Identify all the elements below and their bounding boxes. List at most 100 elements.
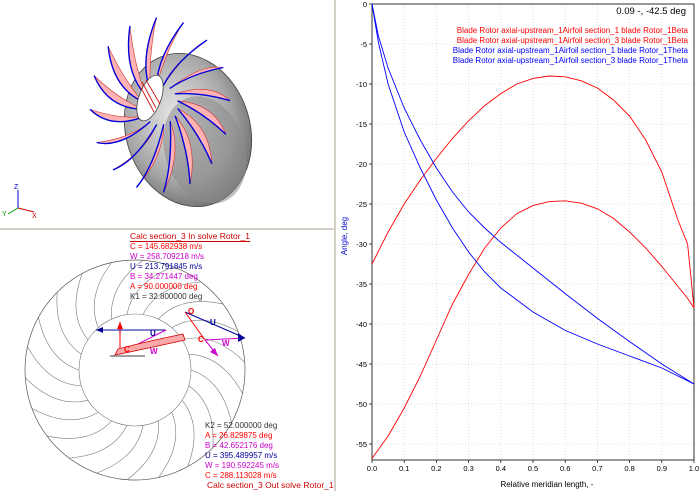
cascade-blade	[69, 425, 128, 459]
x-tick-label: 0.6	[560, 464, 570, 473]
x-tick-label: 0.4	[496, 464, 506, 473]
cascade-blade	[158, 412, 177, 478]
outlet-value-row: K2 = 52.000000 deg	[205, 421, 278, 430]
inlet-section-title: Calc section_3 In solve Rotor_1	[130, 231, 251, 242]
series-line-2	[371, 200, 695, 459]
x-tick-label: 0.1	[399, 464, 409, 473]
y-tick-label: -55	[356, 440, 367, 449]
cascade-blade	[190, 369, 232, 423]
cascade-blade	[38, 317, 80, 371]
cascade-blade	[46, 420, 112, 439]
y-tick-label: -10	[356, 80, 367, 89]
cascade-blade	[31, 408, 99, 421]
y-tick-label: 0	[363, 0, 367, 9]
blade-edge	[174, 115, 191, 185]
blade-cascade	[24, 259, 246, 481]
u2-label: U	[210, 318, 216, 327]
cascade-blade	[111, 260, 144, 320]
u1-label: U	[150, 329, 156, 338]
cascade-blade	[171, 319, 239, 332]
outlet-value-row: W = 190.592245 m/s	[205, 461, 280, 470]
x-tick-label: 0.8	[624, 464, 634, 473]
chart-axes	[369, 3, 695, 463]
blade-edge	[112, 124, 158, 171]
y-tick-label: -35	[356, 280, 367, 289]
y-tick-label: -30	[356, 240, 367, 249]
inlet-value-row: B = 34.271447 deg	[130, 272, 198, 281]
axis-x-label: X	[32, 213, 37, 220]
o-label: O	[188, 307, 194, 316]
cascade-blade	[181, 400, 195, 467]
axis-z-label: Z	[14, 184, 19, 191]
w1-label: W	[150, 347, 158, 356]
y-tick-label: -50	[356, 400, 367, 409]
velocity-triangle-view[interactable]: U W C U W C O Calc section_3 In solve Ro…	[0, 230, 334, 491]
blade-edge	[107, 46, 143, 103]
rotor-inlet-eye	[136, 74, 164, 122]
y-tick-label: -20	[356, 160, 367, 169]
inlet-value-row: C = 145.682938 m/s	[130, 242, 203, 251]
y-tick-label: -45	[356, 360, 367, 369]
x-tick-label: 1.0	[689, 464, 699, 473]
series-line-1	[371, 75, 695, 309]
chart-tick-labels: 0.0 0.1 0.2 0.3 0.4 0.5 0.6 0.7 0.8 0.9 1.0 0 -5 -10 -…	[356, 0, 699, 473]
c1-label: C	[124, 345, 130, 354]
cascade-blade	[25, 377, 88, 403]
legend-entry-4: Blade Rotor axial-upstream_1Airfoil sect…	[453, 56, 689, 65]
blade-edge	[177, 108, 213, 164]
x-tick-label: 0.2	[431, 464, 441, 473]
legend-entry-1: Blade Rotor axial-upstream_1Airfoil sect…	[457, 26, 689, 35]
cascade-blade	[142, 281, 201, 315]
cascade-blade	[56, 292, 82, 355]
cascade-blade	[188, 385, 214, 448]
blade-edge	[174, 92, 231, 102]
blade-edge	[93, 75, 143, 110]
legend-entry-3: Blade Rotor axial-upstream_1Airfoil sect…	[453, 46, 689, 55]
outlet-section-title: Calc section_3 Out solve Rotor_1	[207, 480, 334, 490]
inlet-value-row: A = 90.000000 deg	[130, 282, 198, 291]
c2-label: C	[198, 335, 204, 344]
blade-edge	[177, 100, 227, 135]
outlet-value-row: U = 395.489957 m/s	[205, 451, 278, 460]
y-tick-label: -40	[356, 320, 367, 329]
axis-y-label: Y	[2, 211, 7, 218]
chart-grid	[371, 3, 695, 460]
inlet-value-row: U = 213.791845 m/s	[130, 262, 203, 271]
rotor-3d-view[interactable]: Z X Y	[0, 0, 334, 228]
chart-series	[371, 3, 695, 459]
legend-entry-2: Blade Rotor axial-upstream_1Airfoil sect…	[457, 36, 689, 45]
y-axis-label: Angle, deg	[340, 217, 349, 255]
horizontal-splitter[interactable]	[0, 228, 334, 230]
blade-edge	[135, 124, 165, 188]
x-axis-label: Relative meridian length, -	[501, 480, 594, 489]
cascade-blade	[75, 273, 89, 340]
inlet-value-row: W = 258.709218 m/s	[130, 252, 205, 261]
x-tick-label: 0.5	[528, 464, 538, 473]
cascade-blade	[93, 262, 112, 328]
cascade-blade	[126, 420, 159, 480]
cascade-blade	[158, 301, 224, 320]
y-tick-label: -15	[356, 120, 367, 129]
angle-chart-view[interactable]: 0.0 0.1 0.2 0.3 0.4 0.5 0.6 0.7 0.8 0.9 1.0 0 -5 -10 -…	[336, 0, 700, 491]
vertical-splitter[interactable]	[334, 0, 336, 491]
y-tick-label: -25	[356, 200, 367, 209]
cascade-blade	[188, 353, 243, 394]
cursor-readout: 0.09 -, -42.5 deg	[616, 6, 686, 17]
x-tick-label: 0.9	[657, 464, 667, 473]
x-tick-label: 0.3	[463, 464, 473, 473]
y-tick-label: -5	[360, 40, 367, 49]
inlet-triangle	[96, 311, 246, 357]
series-line-3	[371, 3, 695, 385]
chart-legend: Blade Rotor axial-upstream_1Airfoil sect…	[453, 26, 689, 65]
inlet-value-row: K1 = 32.800000 deg	[130, 292, 203, 301]
outlet-value-row: B = 42.652176 deg	[205, 441, 273, 450]
x-tick-label: 0.7	[592, 464, 602, 473]
series-line-4	[371, 3, 695, 385]
cascade-blade	[27, 346, 82, 387]
blade-edge	[162, 121, 172, 193]
cascade-blade	[126, 266, 174, 315]
axis-triad: Z X Y	[2, 184, 37, 220]
x-tick-label: 0.0	[367, 464, 377, 473]
cascade-blade	[96, 425, 144, 474]
angle-chart: 0.0 0.1 0.2 0.3 0.4 0.5 0.6 0.7 0.8 0.9 1.0 0 -5 -10 -…	[340, 0, 699, 489]
